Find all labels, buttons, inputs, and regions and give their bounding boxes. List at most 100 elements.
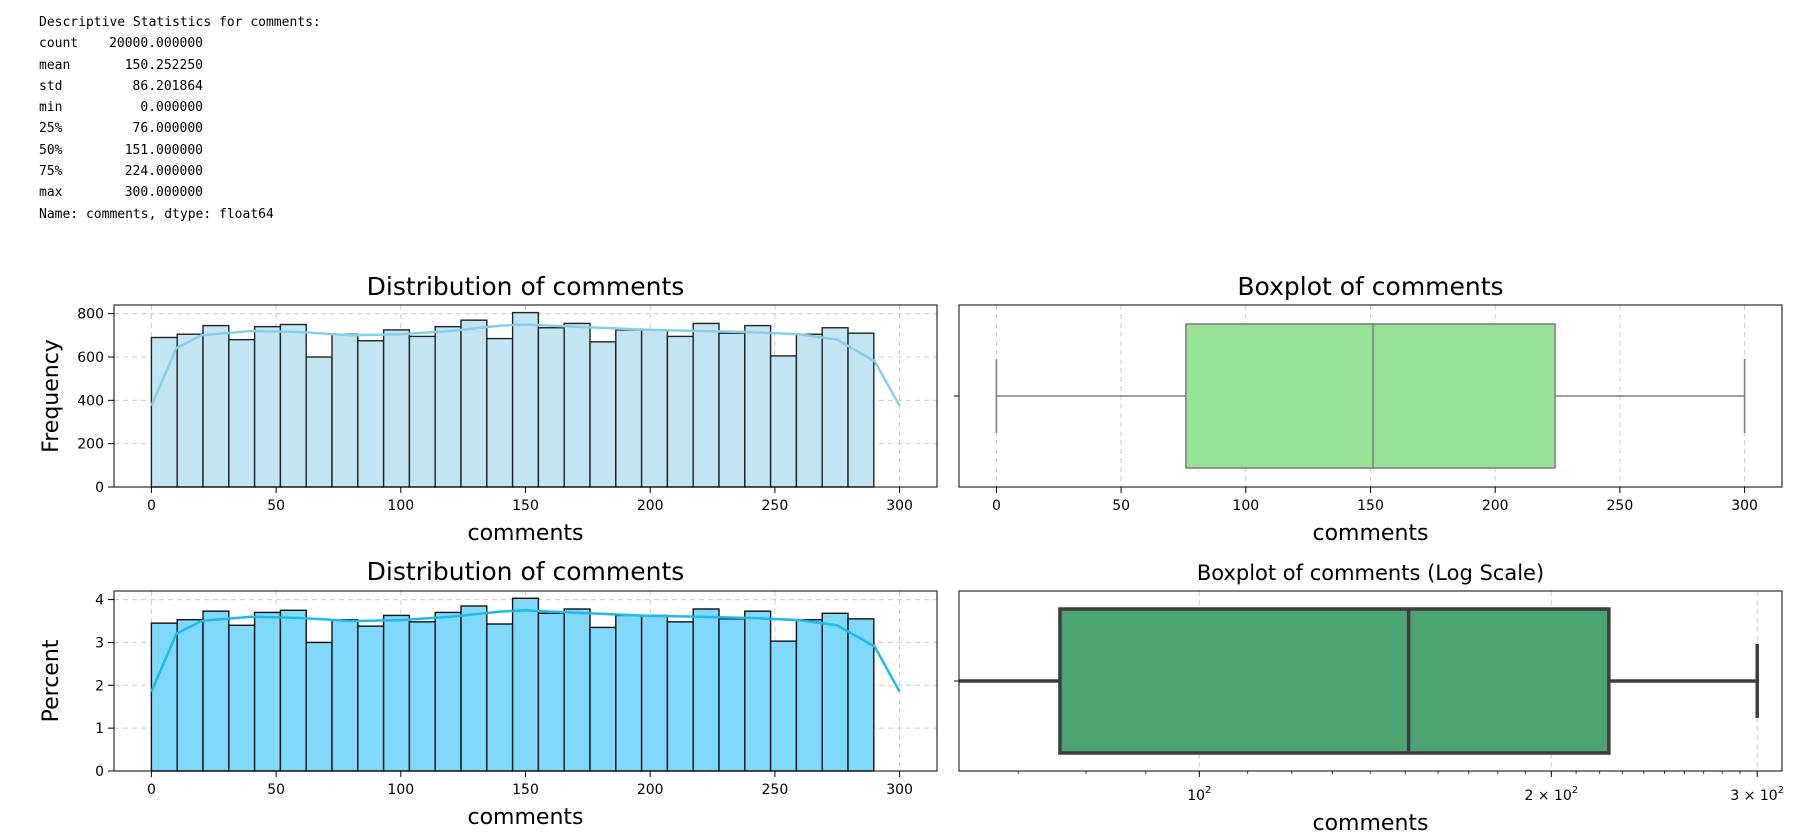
histogram-bar bbox=[615, 614, 643, 772]
histogram-bar bbox=[202, 324, 230, 488]
chart-panel-3: Distribution of comments 0 1 2 3 4 Percent 0 50 1… bbox=[39, 557, 938, 830]
stat-value: 76.000000 bbox=[132, 121, 203, 137]
histogram-bar bbox=[150, 336, 178, 488]
histogram-bar bbox=[176, 333, 204, 488]
histogram-bar bbox=[563, 322, 591, 488]
histogram-bar bbox=[718, 332, 746, 488]
x-tick-label: 100 bbox=[1232, 498, 1259, 514]
histogram-bar bbox=[434, 325, 462, 488]
chart-panel-1: Distribution of comments 0 200 400 600 800 Fre… bbox=[39, 272, 938, 546]
histogram-bar bbox=[331, 619, 359, 772]
histogram-bar bbox=[666, 335, 694, 488]
histogram-bar bbox=[460, 319, 488, 488]
chart-panel-2: Boxplot of comments 0 50 100 150 200 250 300 com… bbox=[954, 272, 1783, 546]
x-tick-label: 250 bbox=[762, 782, 789, 798]
x-tick-label: 300 bbox=[886, 498, 913, 514]
y-tick-label: 1 bbox=[95, 721, 104, 737]
y-tick-label: 0 bbox=[95, 764, 104, 780]
y-tick-label: 4 bbox=[95, 593, 104, 609]
x-tick-label: 250 bbox=[762, 498, 789, 514]
x-tick-label: 0 bbox=[147, 782, 156, 798]
x-axis-label: comments bbox=[468, 805, 584, 830]
x-tick-label: 300 bbox=[1731, 498, 1758, 514]
x-axis-label: comments bbox=[1313, 521, 1429, 546]
y-tick-label: 0 bbox=[95, 480, 104, 496]
histogram-bar bbox=[640, 614, 669, 772]
histogram-bar bbox=[279, 609, 307, 772]
histogram-bar bbox=[228, 338, 256, 488]
histogram-bar bbox=[228, 624, 256, 772]
histogram-bar bbox=[537, 327, 565, 488]
histogram-bar bbox=[305, 356, 333, 488]
stat-key: 50% bbox=[39, 142, 63, 158]
stats-row-mean: mean 150.252250 bbox=[39, 55, 321, 76]
x-tick-label: 100 bbox=[387, 498, 414, 514]
histogram-bar bbox=[511, 597, 540, 772]
x-tick-label: 300 bbox=[886, 782, 913, 798]
histogram-bar bbox=[795, 619, 823, 772]
y-tick-label: 800 bbox=[77, 307, 104, 323]
histogram-bar bbox=[382, 614, 411, 772]
histogram-bar bbox=[718, 618, 746, 772]
histogram-bar bbox=[769, 640, 798, 772]
histogram-bar bbox=[279, 323, 307, 488]
histogram-bar bbox=[821, 612, 849, 772]
x-axis-label: comments bbox=[1313, 811, 1429, 836]
box-iqr bbox=[1058, 607, 1611, 755]
histogram-bar bbox=[589, 626, 617, 772]
histogram-bar bbox=[434, 611, 462, 772]
x-tick-label: 200 bbox=[1482, 498, 1509, 514]
chart-title: Distribution of comments bbox=[367, 557, 685, 586]
histogram-bar bbox=[666, 621, 694, 772]
stat-value: 86.201864 bbox=[132, 78, 203, 94]
descriptive-stats-output: Descriptive Statistics for comments: coun… bbox=[39, 12, 321, 225]
stat-key: mean bbox=[39, 57, 71, 73]
histogram-bar bbox=[692, 608, 720, 772]
histogram-bar bbox=[150, 622, 178, 772]
histogram-bar bbox=[357, 625, 385, 772]
kde-curve bbox=[150, 323, 901, 407]
chart-title: Boxplot of comments bbox=[1237, 272, 1503, 301]
histogram-bar bbox=[589, 341, 617, 488]
x-tick-label: 250 bbox=[1607, 498, 1634, 514]
chart-panel-4: Boxplot of comments (Log Scale) 102 2 × 10… bbox=[954, 561, 1784, 836]
x-tick-label: 102 bbox=[1187, 785, 1211, 804]
stats-row-50: 50% 151.000000 bbox=[39, 140, 321, 161]
histogram-bar bbox=[253, 325, 282, 488]
x-tick-label: 0 bbox=[992, 498, 1001, 514]
histogram-bar bbox=[615, 329, 643, 488]
histogram-bar bbox=[640, 329, 669, 488]
histogram-bar bbox=[486, 623, 514, 772]
x-tick-label: 50 bbox=[267, 782, 285, 798]
kde-curve bbox=[150, 609, 901, 693]
histogram-bar bbox=[305, 641, 333, 772]
box-iqr bbox=[1185, 323, 1556, 469]
y-tick-label: 600 bbox=[77, 350, 104, 366]
stats-row-max: max 300.000000 bbox=[39, 182, 321, 203]
histogram-bar bbox=[176, 619, 204, 772]
x-tick-label: 150 bbox=[512, 782, 539, 798]
stats-footer: Name: comments, dtype: float64 bbox=[39, 206, 274, 222]
chart-title: Distribution of comments bbox=[367, 272, 685, 301]
chart-title: Boxplot of comments (Log Scale) bbox=[1197, 561, 1544, 585]
y-tick-label: 400 bbox=[77, 393, 104, 409]
stats-row-75: 75% 224.000000 bbox=[39, 161, 321, 182]
y-axis-label: Frequency bbox=[39, 339, 64, 453]
histogram-bar bbox=[511, 311, 540, 488]
histogram-bar bbox=[692, 322, 720, 488]
stat-key: count bbox=[39, 36, 79, 52]
stats-row-25: 25% 76.000000 bbox=[39, 118, 321, 139]
histogram-bar bbox=[744, 610, 772, 772]
stat-key: min bbox=[39, 100, 63, 116]
histogram-bar bbox=[253, 611, 282, 772]
histogram-bar bbox=[847, 618, 875, 772]
x-tick-label: 200 bbox=[637, 498, 664, 514]
stat-key: 75% bbox=[39, 164, 63, 180]
x-tick-label: 200 bbox=[637, 782, 664, 798]
y-tick-label: 3 bbox=[95, 635, 104, 651]
x-tick-label: 150 bbox=[512, 498, 539, 514]
histogram-bar bbox=[795, 333, 823, 488]
stat-value: 0.000000 bbox=[140, 100, 203, 116]
x-tick-label: 50 bbox=[1112, 498, 1130, 514]
